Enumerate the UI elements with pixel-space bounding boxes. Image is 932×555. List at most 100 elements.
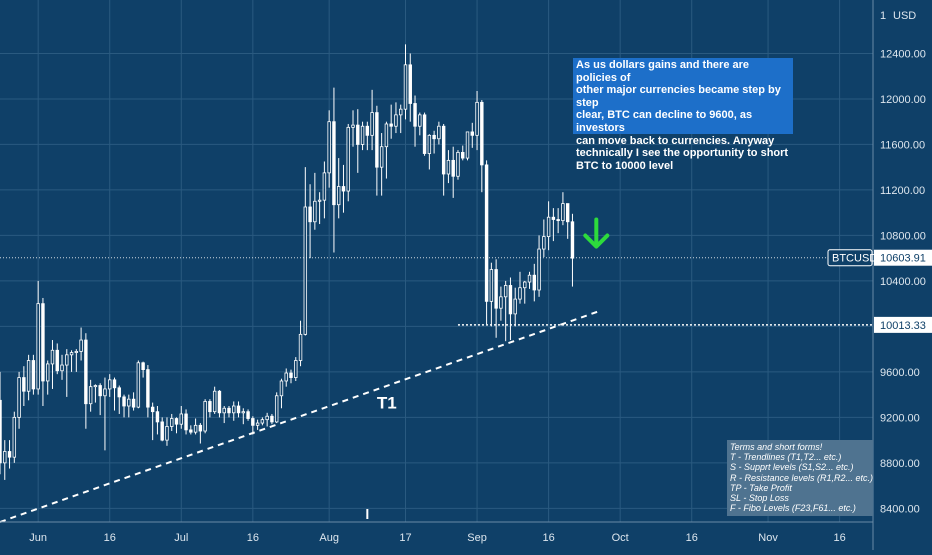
date-tick-label: 16 bbox=[247, 532, 259, 544]
candle-bearish bbox=[141, 362, 145, 371]
analysis-note[interactable]: As us dollars gains and there are polici… bbox=[573, 58, 793, 172]
candle-bearish bbox=[484, 164, 489, 302]
candle-bearish bbox=[408, 64, 412, 104]
candle-bullish bbox=[241, 411, 246, 414]
candle-bearish bbox=[208, 401, 212, 413]
candle-bearish bbox=[365, 125, 370, 136]
candle-bearish bbox=[389, 123, 393, 127]
candle-bullish bbox=[456, 151, 460, 177]
candle-bullish bbox=[284, 372, 288, 382]
date-tick-label: 16 bbox=[104, 532, 116, 544]
candle-bearish bbox=[494, 269, 498, 309]
price-tick-label: 8800.00 bbox=[880, 458, 920, 470]
candle-bullish bbox=[489, 269, 494, 302]
price-tick-label: 12000.00 bbox=[880, 94, 926, 106]
currency-label: USD bbox=[893, 10, 916, 22]
candle-bullish bbox=[108, 379, 112, 390]
candle-bullish bbox=[60, 364, 64, 372]
price-axis-panel[interactable] bbox=[873, 0, 932, 550]
price-tick-label: 9600.00 bbox=[880, 367, 920, 379]
candle-bullish bbox=[518, 287, 522, 300]
candle-bullish bbox=[274, 395, 279, 423]
candle-bullish bbox=[50, 349, 55, 365]
candle-bullish bbox=[260, 419, 265, 424]
candle-bullish bbox=[179, 413, 183, 425]
date-tick-label: 16 bbox=[686, 532, 698, 544]
current-price-tag bbox=[874, 249, 932, 266]
candle-bearish bbox=[432, 134, 436, 140]
legend-title: Terms and short forms! bbox=[730, 442, 823, 452]
candle-bullish bbox=[232, 405, 236, 414]
candle-bullish bbox=[384, 123, 389, 148]
candle-bullish bbox=[294, 360, 298, 378]
candle-bullish bbox=[136, 362, 141, 408]
candle-bearish bbox=[131, 398, 136, 408]
candle-bullish bbox=[103, 388, 107, 397]
candle-bullish bbox=[465, 131, 470, 159]
candle-bearish bbox=[55, 349, 59, 372]
candle-bullish bbox=[279, 380, 284, 397]
candle-bearish bbox=[217, 390, 222, 414]
candle-bearish bbox=[155, 411, 160, 423]
candle-bullish bbox=[346, 126, 350, 192]
candle-bearish bbox=[422, 114, 427, 154]
candle-bullish bbox=[12, 416, 17, 458]
symbol-tag-label: BTCUSD bbox=[832, 253, 877, 265]
support-price-tag bbox=[874, 316, 932, 333]
candle-bullish bbox=[36, 303, 40, 390]
candle-bearish bbox=[441, 125, 446, 175]
candle-bearish bbox=[122, 396, 126, 407]
candle-bearish bbox=[251, 418, 255, 426]
candle-bullish bbox=[303, 206, 308, 335]
price-tick-label: 10400.00 bbox=[880, 276, 926, 288]
price-tick-label: 12400.00 bbox=[880, 48, 926, 60]
arrow-down-icon bbox=[583, 217, 610, 249]
candle-bearish bbox=[356, 124, 360, 145]
candle-bearish bbox=[0, 399, 2, 464]
candle-bullish bbox=[93, 385, 98, 388]
candle-bullish bbox=[513, 298, 517, 315]
legend-item: S - Supprt levels (S1,S2... etc.) bbox=[730, 462, 854, 473]
price-tick-label: 10800.00 bbox=[880, 230, 926, 242]
candle-bearish bbox=[341, 186, 346, 192]
candle-bearish bbox=[84, 339, 88, 405]
date-tick-label: Sep bbox=[467, 532, 487, 544]
legend-item: R - Resistance levels (R1,R2... etc.) bbox=[730, 472, 874, 483]
candle-bearish bbox=[565, 203, 570, 223]
candle-bearish bbox=[198, 424, 203, 432]
candle-bearish bbox=[480, 101, 484, 166]
date-tick-label: Nov bbox=[758, 532, 778, 544]
candle-bullish bbox=[542, 236, 546, 250]
candle-bearish bbox=[556, 219, 560, 222]
candle-bullish bbox=[537, 248, 541, 291]
candle-bearish bbox=[189, 429, 193, 433]
legend-item: F - Fibo Levels (F23,F61... etc.) bbox=[730, 503, 856, 514]
trendline-label: T1 bbox=[377, 393, 397, 412]
candle-bullish bbox=[446, 159, 451, 175]
candle-bearish bbox=[532, 274, 537, 291]
candle-bullish bbox=[561, 203, 565, 222]
candle-bullish bbox=[403, 64, 408, 110]
candle-bearish bbox=[246, 411, 250, 419]
candle-bearish bbox=[570, 221, 575, 259]
legend-box[interactable]: Terms and short forms! T - Trendlines (T… bbox=[727, 440, 873, 516]
candle-bullish bbox=[327, 121, 331, 174]
date-tick-label: Oct bbox=[612, 532, 629, 544]
price-tick-label: 11200.00 bbox=[880, 185, 925, 197]
candle-bullish bbox=[503, 285, 508, 298]
legend-item: TP - Take Profit bbox=[730, 482, 792, 493]
candle-bullish bbox=[370, 112, 374, 136]
top-partial-price-label: 1 bbox=[880, 10, 886, 22]
candle-bearish bbox=[31, 360, 36, 390]
date-tick-label: Jun bbox=[29, 532, 47, 544]
candle-bullish bbox=[79, 339, 83, 352]
candle-bearish bbox=[470, 131, 474, 136]
candle-bearish bbox=[112, 379, 117, 389]
candle-bullish bbox=[351, 124, 355, 128]
candle-bearish bbox=[551, 216, 556, 220]
trendline-t1[interactable] bbox=[0, 309, 602, 523]
price-tick-label: 11600.00 bbox=[880, 139, 925, 151]
